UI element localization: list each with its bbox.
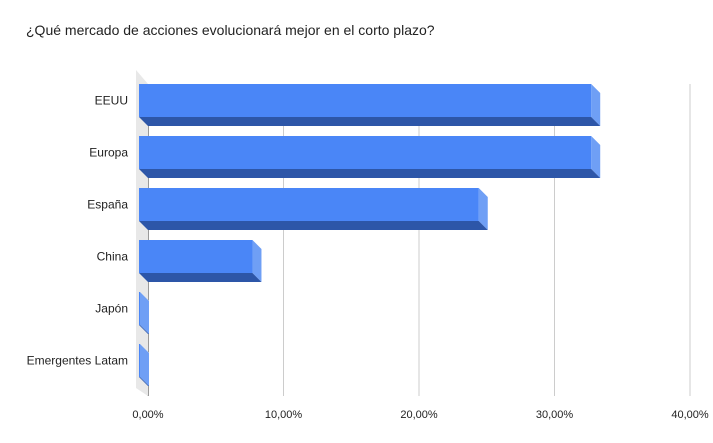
bar-bottom: [139, 325, 149, 334]
x-tick-label: 20,00%: [400, 409, 438, 421]
bar-side: [478, 188, 488, 230]
category-label: España: [87, 198, 128, 212]
bar: [139, 344, 149, 386]
bar-side: [252, 240, 262, 282]
bar-bottom: [139, 273, 262, 282]
x-tick-label: 40,00%: [671, 409, 709, 421]
bars: [139, 84, 601, 386]
axis-tick-labels: 0,00% 10,00% 20,00% 30,00% 40,00%: [132, 409, 708, 421]
bar-bottom: [139, 377, 149, 386]
bar: [139, 188, 488, 230]
bar-front: [139, 344, 140, 377]
bar-front: [139, 188, 479, 221]
bar-front: [139, 136, 592, 169]
bar-bottom: [139, 169, 601, 178]
category-label: Europa: [89, 146, 128, 160]
bar: [139, 240, 262, 282]
bar: [139, 136, 601, 178]
bar-front: [139, 292, 140, 325]
chart-title: ¿Qué mercado de acciones evolucionará me…: [26, 22, 435, 38]
bar-side: [591, 136, 601, 178]
bar-bottom: [139, 221, 488, 230]
bar-front: [139, 240, 253, 273]
bar-front: [139, 84, 592, 117]
category-label: Japón: [95, 302, 128, 316]
category-label: Emergentes Latam: [27, 354, 128, 368]
bar-bottom: [139, 117, 601, 126]
category-label: China: [97, 250, 129, 264]
x-tick-label: 30,00%: [536, 409, 574, 421]
x-tick-label: 10,00%: [265, 409, 303, 421]
category-labels: EEUU Europa España China Japón Emergentes Lat…: [27, 94, 129, 368]
bar: [139, 84, 601, 126]
bar-side: [140, 344, 149, 386]
bar-side: [140, 292, 149, 334]
x-tick-label: 0,00%: [132, 409, 163, 421]
bar: [139, 292, 149, 334]
category-label: EEUU: [95, 94, 128, 108]
bar-side: [591, 84, 601, 126]
